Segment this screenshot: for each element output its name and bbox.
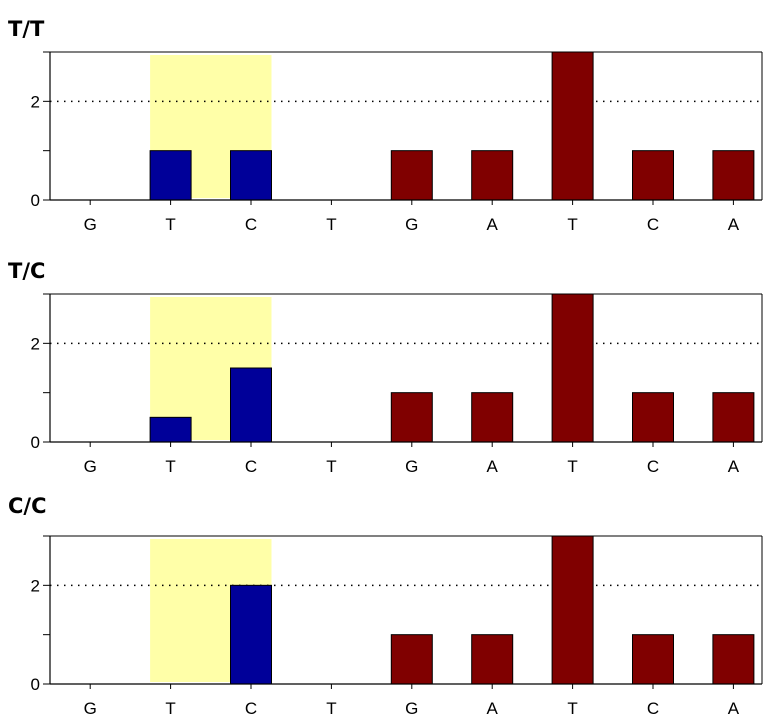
y-tick-label: 2 (31, 92, 40, 111)
x-tick-label: T (165, 699, 175, 718)
x-tick-label: G (405, 215, 418, 234)
panel-title: T/C (8, 259, 45, 283)
x-tick-label: C (245, 699, 257, 718)
x-tick-label: T (326, 457, 336, 476)
y-tick-label: 0 (31, 675, 40, 694)
x-tick-label: G (84, 457, 97, 476)
bar-t-7 (551, 51, 594, 201)
x-tick-label: C (647, 215, 659, 234)
bar-a-6 (471, 634, 514, 685)
bar-c-3 (230, 150, 272, 201)
y-tick-label: 2 (31, 576, 40, 595)
bar-t-2 (149, 150, 192, 201)
x-tick-label: T (165, 457, 175, 476)
x-tick-label: G (405, 457, 418, 476)
x-tick-label: T (165, 215, 175, 234)
y-tick-label: 0 (31, 433, 40, 452)
x-tick-label: A (487, 215, 499, 234)
y-tick-label: 2 (31, 334, 40, 353)
x-tick-label: G (405, 699, 418, 718)
bar-a-9 (712, 392, 755, 443)
bar-g-5 (390, 150, 433, 201)
chart-panel-3: C/C 0 2 G T C T G A T C A (8, 494, 763, 718)
x-tick-label: A (487, 457, 499, 476)
x-tick-label: T (567, 457, 577, 476)
x-tick-label: T (567, 215, 577, 234)
bar-a-6 (471, 392, 514, 443)
chart-panel-2: T/C 0 2 G T C T G A T C A (8, 259, 763, 476)
x-tick-label: T (567, 699, 577, 718)
panel-title: T/T (8, 17, 45, 41)
x-tick-label: C (245, 215, 257, 234)
bar-c-8 (632, 634, 674, 685)
bar-g-5 (390, 392, 433, 443)
x-tick-label: G (84, 699, 97, 718)
bar-g-5 (390, 634, 433, 685)
bar-c-3 (230, 367, 272, 443)
chart-panel-1: T/T 0 2 G T C T G A T C A (8, 17, 763, 234)
x-tick-label: A (487, 699, 499, 718)
x-tick-label: C (647, 457, 659, 476)
bar-a-6 (471, 150, 514, 201)
panel-title: C/C (8, 494, 47, 518)
x-tick-label: A (728, 699, 740, 718)
bar-t-2 (149, 416, 192, 443)
x-tick-label: T (326, 215, 336, 234)
x-tick-label: T (326, 699, 336, 718)
bar-a-9 (712, 634, 755, 685)
x-tick-label: C (647, 699, 659, 718)
bar-t-7 (551, 293, 594, 443)
bar-a-9 (712, 150, 755, 201)
x-tick-label: A (728, 457, 740, 476)
bar-c-3 (230, 584, 272, 685)
x-tick-label: A (728, 215, 740, 234)
bar-c-8 (632, 150, 674, 201)
bar-t-7 (551, 535, 594, 685)
x-tick-label: C (245, 457, 257, 476)
x-tick-label: G (84, 215, 97, 234)
y-tick-label: 0 (31, 191, 40, 210)
bar-c-8 (632, 392, 674, 443)
